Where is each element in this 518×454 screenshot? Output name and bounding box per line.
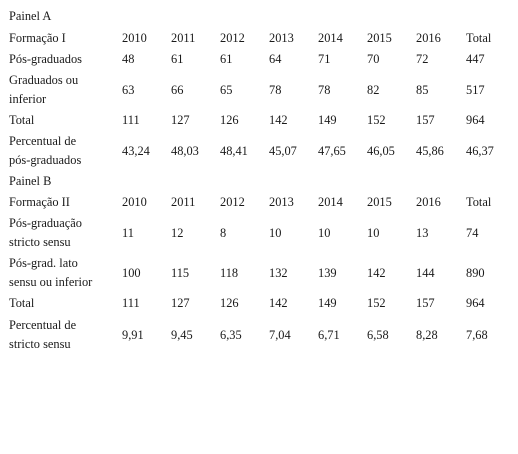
row-label-line-1: Pós-graduação <box>9 216 82 230</box>
panel-a-header-total: Total <box>466 31 492 45</box>
panel-b-header-year: 2012 <box>220 195 245 209</box>
table-cell: 144 <box>416 266 435 280</box>
table-cell: 8 <box>220 226 227 240</box>
panel-b-title: Painel B <box>9 174 52 188</box>
panel-b-header-year: 2016 <box>416 195 441 209</box>
panel-a-header-year: 2011 <box>171 31 196 45</box>
table-cell-total: 447 <box>466 52 485 66</box>
table-cell: 43,24 <box>122 144 150 158</box>
table-cell: 142 <box>269 296 288 310</box>
table-cell: 48,41 <box>220 144 248 158</box>
row-label-line-2: sensu ou inferior <box>9 275 93 289</box>
panel-a-header-year: 2015 <box>367 31 392 45</box>
table-cell: 152 <box>367 113 386 127</box>
table-cell: 6,35 <box>220 328 242 342</box>
table-cell: 126 <box>220 113 239 127</box>
table-cell: 10 <box>367 226 380 240</box>
table-cell: 45,07 <box>269 144 297 158</box>
table-cell: 71 <box>318 52 331 66</box>
panel-b-header-total: Total <box>466 195 492 209</box>
panel-b-header-year: 2014 <box>318 195 343 209</box>
table-cell-total: 517 <box>466 83 485 97</box>
table-cell: 11 <box>122 226 134 240</box>
table-cell: 10 <box>269 226 282 240</box>
table-cell: 152 <box>367 296 386 310</box>
table-cell: 63 <box>122 83 135 97</box>
panel-a-header-year: 2013 <box>269 31 294 45</box>
panel-a-title: Painel A <box>9 9 52 23</box>
table-cell-total: 890 <box>466 266 485 280</box>
table-cell: 48 <box>122 52 135 66</box>
table-cell: 45,86 <box>416 144 444 158</box>
panel-b-header-year: 2013 <box>269 195 294 209</box>
table-cell: 157 <box>416 296 435 310</box>
table-cell: 115 <box>171 266 190 280</box>
table-cell: 85 <box>416 83 429 97</box>
row-label: Pós-graduados <box>9 52 82 66</box>
table-cell: 6,58 <box>367 328 389 342</box>
table-cell: 78 <box>269 83 282 97</box>
panel-a-header-label: Formação I <box>9 31 66 45</box>
table-cell: 100 <box>122 266 141 280</box>
table-cell-total: 7,68 <box>466 328 488 342</box>
table-cell: 149 <box>318 296 337 310</box>
panel-a-header-year: 2016 <box>416 31 441 45</box>
table-cell: 111 <box>122 113 140 127</box>
table-cell: 142 <box>367 266 386 280</box>
row-label-line-2: stricto sensu <box>9 235 71 249</box>
table-cell: 9,91 <box>122 328 144 342</box>
table-cell: 6,71 <box>318 328 340 342</box>
table-cell: 10 <box>318 226 331 240</box>
panel-b-header-year: 2010 <box>122 195 147 209</box>
table-cell: 65 <box>220 83 233 97</box>
table-cell: 111 <box>122 296 140 310</box>
panel-a-header-year: 2014 <box>318 31 343 45</box>
row-label: Total <box>9 113 35 127</box>
table-cell: 9,45 <box>171 328 193 342</box>
table-cell: 72 <box>416 52 429 66</box>
table-cell: 149 <box>318 113 337 127</box>
table-cell: 12 <box>171 226 184 240</box>
table-cell: 70 <box>367 52 380 66</box>
panel-a-header-year: 2010 <box>122 31 147 45</box>
table-cell: 127 <box>171 296 190 310</box>
table-cell: 48,03 <box>171 144 199 158</box>
row-label-line-1: Percentual de <box>9 134 77 148</box>
row-label-line-1: Graduados ou <box>9 73 79 87</box>
table-cell: 82 <box>367 83 380 97</box>
table-cell-total: 964 <box>466 296 485 310</box>
table-cell: 47,65 <box>318 144 346 158</box>
table-cell: 118 <box>220 266 239 280</box>
row-label-line-1: Pós-grad. lato <box>9 256 78 270</box>
table-cell: 157 <box>416 113 435 127</box>
table-cell: 13 <box>416 226 429 240</box>
row-label-line-2: pós-graduados <box>9 153 82 167</box>
table-cell: 66 <box>171 83 184 97</box>
panel-a-header-year: 2012 <box>220 31 245 45</box>
table-cell: 61 <box>171 52 184 66</box>
table-cell-total: 46,37 <box>466 144 494 158</box>
table-cell: 61 <box>220 52 233 66</box>
row-label-line-1: Percentual de <box>9 318 77 332</box>
table-cell-total: 74 <box>466 226 479 240</box>
table-cell: 127 <box>171 113 190 127</box>
table-cell: 8,28 <box>416 328 438 342</box>
table-cell: 126 <box>220 296 239 310</box>
row-label: Total <box>9 296 35 310</box>
table-cell: 139 <box>318 266 337 280</box>
table-cell: 142 <box>269 113 288 127</box>
table-cell-total: 964 <box>466 113 485 127</box>
panel-b-header-year: 2011 <box>171 195 196 209</box>
table-cell: 64 <box>269 52 282 66</box>
table-cell: 78 <box>318 83 331 97</box>
row-label-line-2: stricto sensu <box>9 337 71 351</box>
row-label-line-2: inferior <box>9 92 47 106</box>
panel-b-header-year: 2015 <box>367 195 392 209</box>
table-cell: 46,05 <box>367 144 395 158</box>
table-cell: 7,04 <box>269 328 291 342</box>
panel-b-header-label: Formação II <box>9 195 70 209</box>
table-cell: 132 <box>269 266 288 280</box>
